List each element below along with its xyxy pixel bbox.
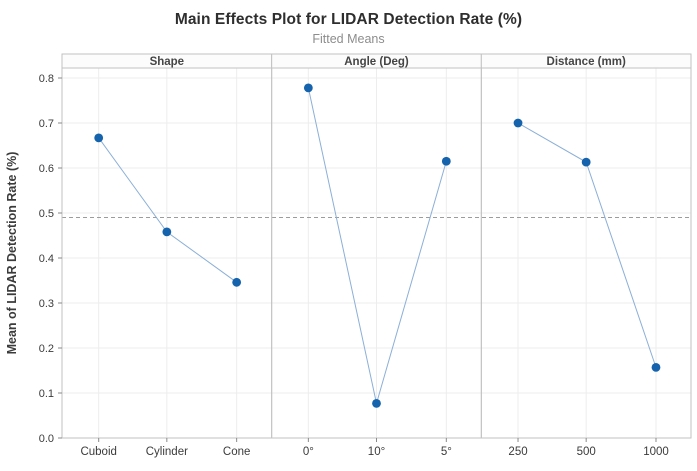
data-point <box>372 398 381 408</box>
y-tick-label: 0.4 <box>39 253 54 265</box>
data-point <box>94 133 104 143</box>
panel-strip-label: Angle (Deg) <box>344 56 409 68</box>
data-point <box>441 156 451 166</box>
data-point <box>651 362 661 372</box>
panel-strip-label: Distance (mm) <box>547 56 626 68</box>
x-tick-label: 1000 <box>643 446 669 458</box>
x-tick-label: 0° <box>303 446 314 458</box>
data-point <box>162 227 172 237</box>
chart-title: Main Effects Plot for LIDAR Detection Ra… <box>174 11 523 28</box>
panel-strip-label: Shape <box>150 56 185 68</box>
x-tick-label: 250 <box>508 446 527 458</box>
y-tick-label: 0.2 <box>39 343 54 355</box>
series-line <box>307 87 447 404</box>
y-tick-label: 0.3 <box>39 298 54 310</box>
x-tick-label: 500 <box>577 446 596 458</box>
x-tick-label: Cylinder <box>146 446 188 458</box>
data-point <box>232 277 242 287</box>
data-point <box>303 83 313 93</box>
chart-subtitle: Fitted Means <box>312 32 385 46</box>
y-tick-label: 0.7 <box>39 118 54 130</box>
y-tick-label: 0.1 <box>39 388 54 400</box>
x-tick-label: 10° <box>368 446 385 458</box>
y-axis-title: Mean of LIDAR Detection Rate (%) <box>5 152 19 355</box>
series-line <box>98 137 237 283</box>
data-point <box>513 118 523 128</box>
x-tick-label: Cone <box>223 446 251 458</box>
y-tick-label: 0.8 <box>39 73 54 85</box>
data-point <box>581 157 591 167</box>
x-tick-label: Cuboid <box>80 446 116 458</box>
y-tick-label: 0.5 <box>39 208 54 220</box>
y-tick-label: 0.0 <box>39 433 54 445</box>
x-tick-label: 5° <box>441 446 452 458</box>
y-tick-label: 0.6 <box>39 163 54 175</box>
